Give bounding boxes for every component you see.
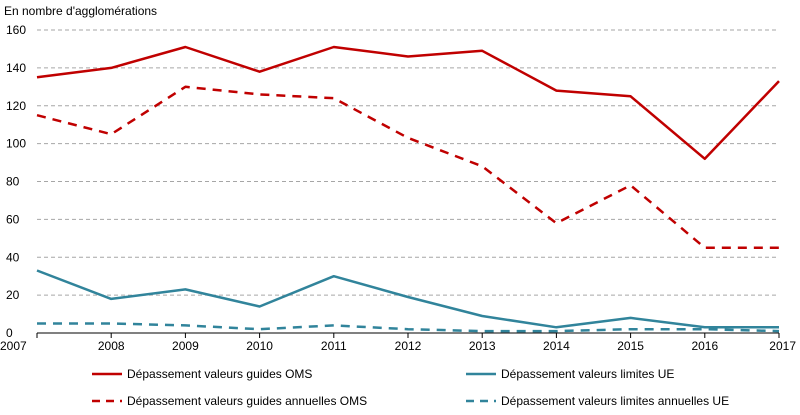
data-point: [778, 326, 780, 328]
data-point: [704, 328, 706, 330]
x-tick-label: 2009: [172, 339, 199, 353]
y-tick-label: 100: [6, 137, 26, 151]
gridlines: [37, 29, 779, 296]
data-point: [629, 317, 631, 319]
data-point: [36, 269, 38, 271]
legend: Dépassement valeurs guides OMS Dépassemen…: [92, 367, 729, 408]
y-tick-label: 160: [6, 23, 26, 37]
data-point: [333, 275, 335, 277]
series-lines: [36, 45, 780, 333]
unit-label: En nombre d'agglomérations: [4, 4, 157, 18]
x-tick-label: 2012: [395, 339, 422, 353]
data-point: [110, 133, 112, 135]
legend-label-4: Dépassement valeurs limites annuelles UE: [501, 394, 729, 408]
data-point: [258, 70, 260, 72]
data-point: [36, 76, 38, 78]
x-tick-label: 2010: [246, 339, 273, 353]
data-point: [555, 222, 557, 224]
data-point: [778, 80, 780, 82]
legend-label-3: Dépassement valeurs guides annuelles OMS: [127, 394, 367, 408]
data-point: [481, 165, 483, 167]
data-point: [555, 89, 557, 91]
legend-label-2: Dépassement valeurs limites UE: [501, 367, 674, 381]
data-point: [258, 305, 260, 307]
y-tick-label: 0: [6, 326, 13, 340]
data-point: [36, 114, 38, 116]
y-tick-label: 20: [6, 288, 20, 302]
data-point: [36, 322, 38, 324]
data-point: [184, 324, 186, 326]
data-point: [184, 288, 186, 290]
x-axis: 2007 2008 2009 2010 2011 2012 2013 2014 2015 2016…: [0, 332, 796, 353]
data-point: [333, 46, 335, 48]
y-tick-label: 40: [6, 250, 20, 264]
series-line-4: [37, 322, 780, 333]
y-tick-label: 140: [6, 61, 26, 75]
series-line-2: [36, 269, 779, 329]
data-point: [704, 247, 706, 249]
x-tick-label: 2007: [0, 339, 27, 353]
y-tick-label: 60: [6, 212, 20, 226]
data-point: [333, 324, 335, 326]
series-line-1: [36, 45, 780, 161]
data-point: [407, 328, 409, 330]
data-point: [555, 326, 557, 328]
data-point: [629, 328, 631, 330]
data-point: [258, 93, 260, 95]
x-tick-label: 2015: [617, 339, 644, 353]
y-tick-label: 80: [6, 175, 20, 189]
data-point: [184, 86, 186, 88]
x-tick-label: 2014: [543, 339, 570, 353]
legend-label-1: Dépassement valeurs guides OMS: [127, 367, 312, 381]
data-point: [629, 95, 631, 97]
x-tick-label: 2016: [691, 339, 718, 353]
data-point: [407, 296, 409, 298]
x-tick-label: 2008: [98, 339, 125, 353]
data-point: [110, 298, 112, 300]
y-tick-label: 120: [6, 99, 26, 113]
data-point: [778, 247, 780, 249]
x-tick-label: 2017: [769, 339, 796, 353]
data-point: [333, 97, 335, 99]
data-point: [629, 184, 631, 186]
data-point: [407, 137, 409, 139]
data-point: [481, 315, 483, 317]
data-point: [184, 46, 186, 48]
data-point: [555, 330, 557, 332]
data-point: [258, 328, 260, 330]
data-point: [481, 50, 483, 52]
data-point: [778, 330, 780, 332]
x-tick-label: 2011: [321, 339, 347, 353]
y-axis: 0 20 40 60 80 100 120 140 160: [6, 23, 26, 340]
data-point: [704, 158, 706, 160]
series-line-3: [36, 85, 779, 250]
x-tick-label: 2013: [469, 339, 496, 353]
data-point: [110, 322, 112, 324]
data-point: [481, 330, 483, 332]
data-point: [110, 67, 112, 69]
data-point: [407, 55, 409, 57]
